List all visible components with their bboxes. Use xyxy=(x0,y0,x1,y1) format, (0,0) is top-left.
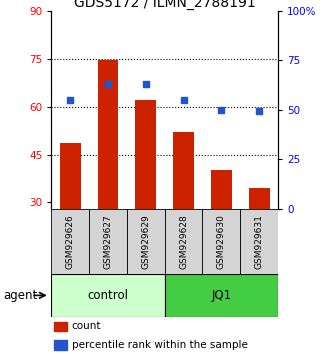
Bar xyxy=(127,209,165,274)
Bar xyxy=(51,274,165,317)
Bar xyxy=(165,209,203,274)
Bar xyxy=(203,209,240,274)
Point xyxy=(105,81,111,87)
Bar xyxy=(89,209,127,274)
Text: GSM929629: GSM929629 xyxy=(141,214,150,269)
Point xyxy=(68,97,73,103)
Bar xyxy=(51,209,89,274)
Bar xyxy=(173,132,194,209)
Title: GDS5172 / ILMN_2788191: GDS5172 / ILMN_2788191 xyxy=(74,0,256,10)
Text: percentile rank within the sample: percentile rank within the sample xyxy=(72,340,248,350)
Bar xyxy=(60,143,80,209)
Bar xyxy=(98,60,118,209)
Bar xyxy=(135,100,156,209)
Text: GSM929631: GSM929631 xyxy=(255,214,264,269)
Bar xyxy=(249,188,269,209)
Point xyxy=(143,81,148,87)
Bar xyxy=(54,340,67,349)
Point xyxy=(181,97,186,103)
Text: count: count xyxy=(72,321,101,331)
Bar xyxy=(211,171,232,209)
Text: JQ1: JQ1 xyxy=(211,289,231,302)
Bar xyxy=(240,209,278,274)
Text: GSM929627: GSM929627 xyxy=(104,214,113,269)
Bar xyxy=(165,274,278,317)
Text: control: control xyxy=(87,289,128,302)
Point xyxy=(219,107,224,113)
Bar xyxy=(54,322,67,331)
Text: GSM929626: GSM929626 xyxy=(66,214,75,269)
Text: agent: agent xyxy=(3,289,37,302)
Text: GSM929630: GSM929630 xyxy=(217,214,226,269)
Text: GSM929628: GSM929628 xyxy=(179,214,188,269)
Point xyxy=(257,108,262,114)
